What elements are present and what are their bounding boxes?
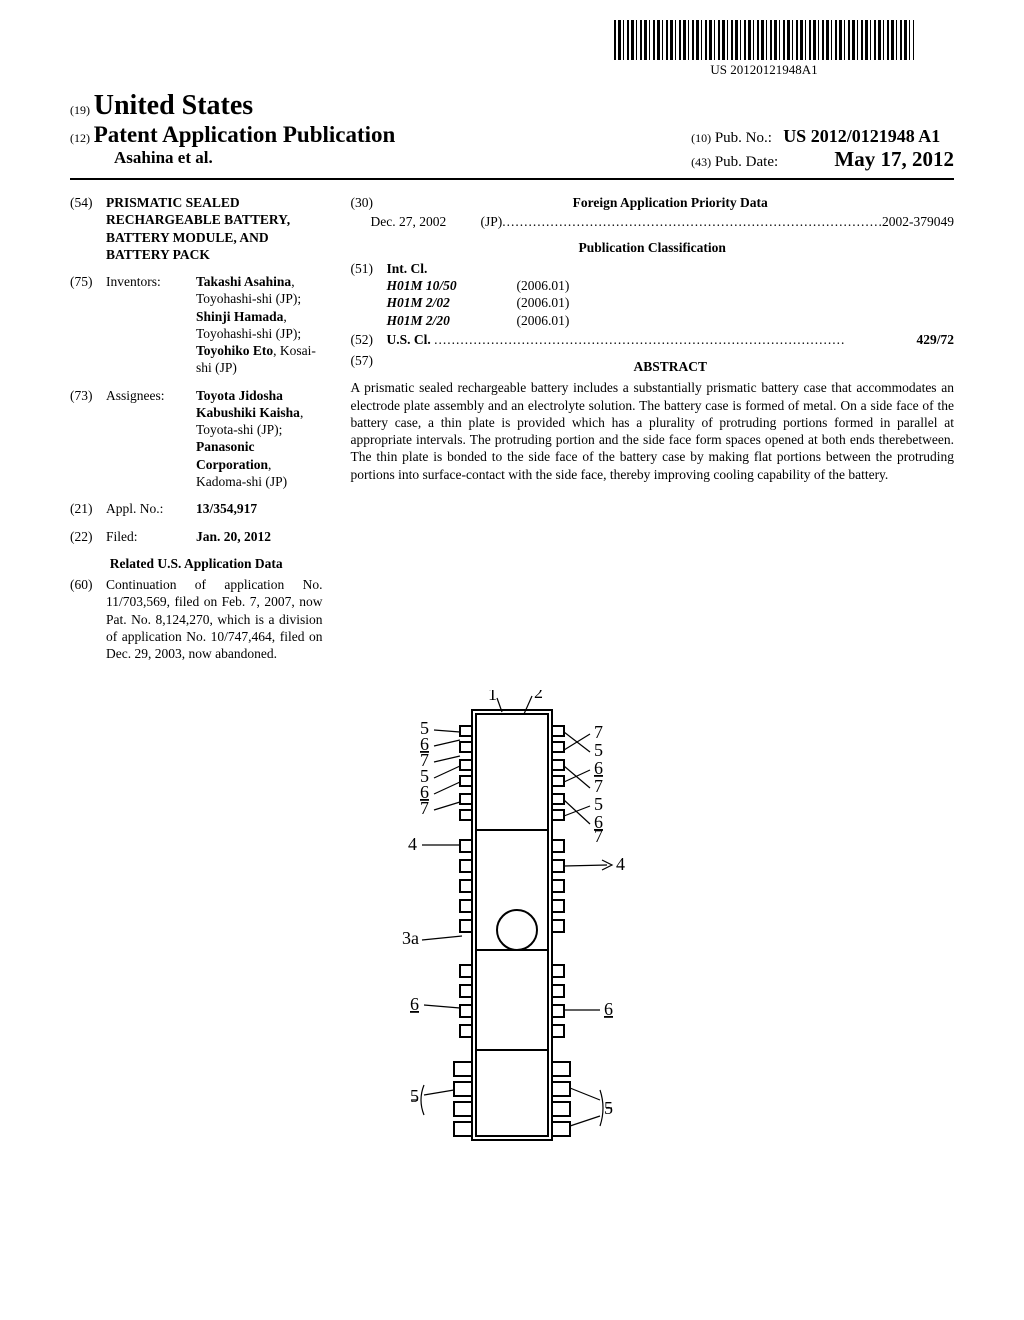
fig-label-5r: 5 (594, 740, 603, 760)
pub-type-code: (12) (70, 131, 90, 145)
dot-leader (434, 331, 913, 348)
filed-label: Filed: (106, 528, 196, 545)
intcl-field: (51) Int. Cl. H01M 10/50(2006.01) H01M 2… (350, 260, 954, 329)
inventors-label: Inventors: (106, 273, 196, 377)
left-column: (54) PRISMATIC SEALED RECHARGEABLE BATTE… (70, 194, 322, 672)
pub-type: Patent Application Publication (94, 122, 396, 147)
foreign-app-num: 2002-379049 (882, 213, 954, 230)
patent-page: US 20120121948A1 (19) United States (12)… (0, 0, 1024, 1320)
title-code: (54) (70, 194, 106, 263)
fig-label-1: 1 (488, 690, 497, 704)
intcl-row: H01M 2/02(2006.01) (386, 294, 954, 311)
title-field: (54) PRISMATIC SEALED RECHARGEABLE BATTE… (70, 194, 322, 263)
fig-label-6r: 6 (594, 758, 603, 778)
abstract-head: ABSTRACT (386, 358, 954, 375)
related-text: Continuation of application No. 11/703,5… (106, 576, 322, 662)
pub-date: May 17, 2012 (834, 147, 954, 171)
intcl-code: (51) (350, 260, 386, 329)
right-column: (30) Foreign Application Priority Data D… (350, 194, 954, 672)
country-code: (19) (70, 103, 90, 117)
assignees-code: (73) (70, 387, 106, 491)
uscl-value: 429/72 (916, 331, 954, 348)
pub-no-label: Pub. No.: (715, 130, 772, 146)
authors-line: Asahina et al. (114, 148, 395, 168)
fig-label-5r2: 5 (594, 794, 603, 814)
intcl-1-code: H01M 2/02 (386, 294, 516, 311)
abstract-text: A prismatic sealed rechargeable battery … (350, 379, 954, 483)
pub-date-label: Pub. Date: (715, 154, 778, 170)
fig-label-5c: 5 (410, 1086, 419, 1106)
pub-no: US 2012/0121948 A1 (783, 126, 940, 146)
foreign-priority-row: Dec. 27, 2002 (JP) 2002-379049 (370, 213, 954, 230)
abstract-code: (57) (350, 352, 386, 379)
foreign-head-row: (30) Foreign Application Priority Data (350, 194, 954, 211)
intcl-0-code: H01M 10/50 (386, 277, 516, 294)
appl-label: Appl. No.: (106, 500, 196, 517)
dot-leader (502, 213, 882, 230)
country-line: (19) United States (70, 90, 954, 122)
invention-title: PRISMATIC SEALED RECHARGEABLE BATTERY, B… (106, 194, 322, 263)
fig-label-6r3: 6 (604, 999, 613, 1019)
intcl-2-code: H01M 2/20 (386, 312, 516, 329)
foreign-code: (30) (350, 194, 386, 211)
intcl-label: Int. Cl. (386, 261, 427, 276)
publication-line: (12) Patent Application Publication Asah… (70, 122, 954, 172)
intcl-1-ver: (2006.01) (516, 295, 569, 310)
uscl-label: U.S. Cl. (386, 331, 430, 348)
body-columns: (54) PRISMATIC SEALED RECHARGEABLE BATTE… (70, 194, 954, 672)
pub-date-code: (43) (691, 155, 711, 169)
intcl-row: H01M 10/50(2006.01) (386, 277, 954, 294)
appl-no-field: (21) Appl. No.: 13/354,917 (70, 500, 322, 517)
pubclass-head: Publication Classification (350, 239, 954, 256)
intcl-0-ver: (2006.01) (516, 278, 569, 293)
fig-label-7b: 7 (420, 798, 429, 818)
filed-date: Jan. 20, 2012 (196, 529, 271, 544)
foreign-country: (JP) (480, 213, 502, 230)
header-rule (70, 178, 954, 180)
fig-label-4: 4 (408, 834, 417, 854)
related-head: Related U.S. Application Data (70, 555, 322, 572)
assignees-field: (73) Assignees: Toyota Jidosha Kabushiki… (70, 387, 322, 491)
appl-code: (21) (70, 500, 106, 517)
pub-right: (10) Pub. No.: US 2012/0121948 A1 (43) P… (691, 126, 954, 172)
fig-label-7r: 7 (594, 722, 603, 742)
intcl-2-ver: (2006.01) (516, 313, 569, 328)
appl-no: 13/354,917 (196, 501, 257, 516)
related-code: (60) (70, 576, 106, 662)
fig-label-3a: 3a (402, 928, 419, 948)
fig-label-6c: 6 (410, 994, 419, 1014)
inventors-field: (75) Inventors: Takashi Asahina, Toyohas… (70, 273, 322, 377)
assignees-value: Toyota Jidosha Kabushiki Kaisha, Toyota-… (196, 387, 322, 491)
inventors-code: (75) (70, 273, 106, 377)
intcl-row: H01M 2/20(2006.01) (386, 312, 954, 329)
barcode-number: US 20120121948A1 (614, 62, 914, 78)
abstract-head-row: (57) ABSTRACT (350, 352, 954, 379)
fig-label-7r3: 7 (594, 826, 603, 846)
fig-label-2: 2 (534, 690, 543, 702)
related-field: (60) Continuation of application No. 11/… (70, 576, 322, 662)
fig-label-7r2: 7 (594, 776, 603, 796)
patent-figure: 1 2 5 6 7 5 6 7 4 3a 6 5 7 5 6 7 5 6 7 4 (70, 690, 954, 1165)
pub-left: (12) Patent Application Publication Asah… (70, 122, 395, 168)
uscl-code: (52) (350, 331, 386, 348)
filed-field: (22) Filed: Jan. 20, 2012 (70, 528, 322, 545)
barcode-block: US 20120121948A1 (614, 20, 914, 78)
barcode-icon (614, 20, 914, 60)
country-name: United States (94, 90, 253, 121)
assignees-label: Assignees: (106, 387, 196, 491)
uscl-field: (52) U.S. Cl. 429/72 (350, 331, 954, 348)
figure-svg: 1 2 5 6 7 5 6 7 4 3a 6 5 7 5 6 7 5 6 7 4 (362, 690, 662, 1160)
fig-label-4r: 4 (616, 854, 625, 874)
inventors-value: Takashi Asahina, Toyohashi-shi (JP); Shi… (196, 273, 322, 377)
pub-no-code: (10) (691, 131, 711, 145)
foreign-date: Dec. 27, 2002 (370, 213, 480, 230)
header: (19) United States (12) Patent Applicati… (70, 90, 954, 172)
foreign-head: Foreign Application Priority Data (386, 194, 954, 211)
filed-code: (22) (70, 528, 106, 545)
